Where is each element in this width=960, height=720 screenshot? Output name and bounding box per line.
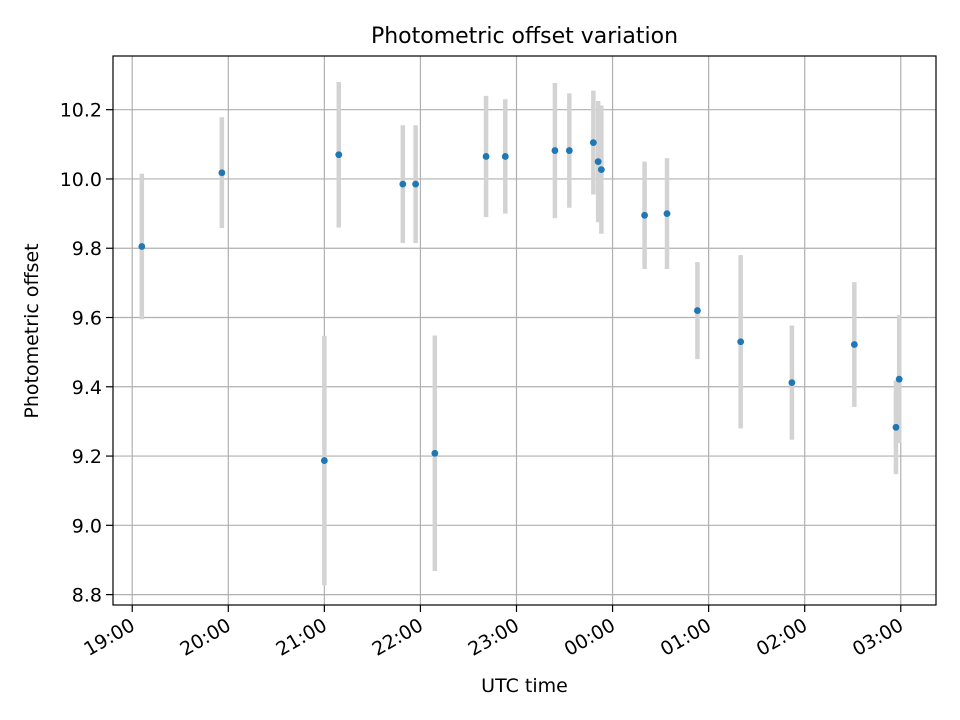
data-point — [597, 166, 605, 174]
data-points — [138, 139, 903, 464]
y-tick-label: 9.8 — [72, 238, 102, 260]
y-axis: 8.8 9.0 9.2 9.4 9.6 9.8 10.0 10.2 — [60, 100, 113, 607]
data-point — [399, 180, 407, 188]
data-point — [218, 169, 226, 177]
data-point — [501, 153, 509, 160]
y-axis-label: Photometric offset — [21, 243, 43, 418]
data-point — [138, 243, 146, 250]
data-point — [694, 307, 701, 314]
y-tick-label: 9.4 — [72, 377, 102, 399]
y-tick-label: 9.6 — [72, 308, 102, 330]
data-point — [320, 457, 328, 464]
data-point — [482, 153, 490, 160]
y-tick-label: 9.0 — [72, 515, 102, 537]
y-tick-label: 10.0 — [60, 169, 102, 191]
data-point — [431, 449, 439, 457]
data-point — [412, 180, 420, 188]
data-point — [892, 423, 900, 431]
y-tick-label: 8.8 — [72, 585, 102, 607]
data-point — [850, 341, 858, 348]
data-point — [788, 379, 796, 387]
plot-frame — [112, 55, 937, 606]
x-axis-label: UTC time — [481, 675, 568, 697]
data-point — [335, 151, 343, 159]
data-point — [737, 338, 745, 346]
data-point — [641, 211, 648, 219]
data-point — [589, 139, 597, 146]
chart-title: Photometric offset variation — [371, 24, 678, 49]
data-point — [663, 210, 671, 217]
data-point — [895, 375, 903, 383]
y-tick-label: 10.2 — [60, 100, 102, 122]
data-point — [551, 147, 559, 154]
y-tick-label: 9.2 — [72, 446, 102, 468]
data-point — [565, 147, 573, 154]
grid — [113, 56, 936, 605]
data-point — [594, 158, 602, 166]
